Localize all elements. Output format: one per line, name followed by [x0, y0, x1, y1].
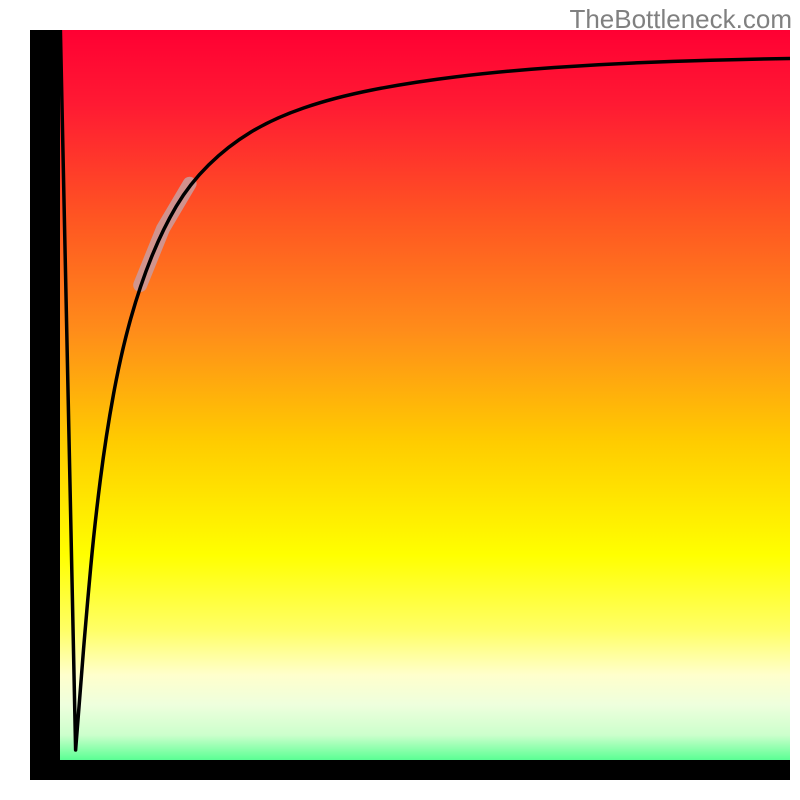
- x-axis: [30, 760, 790, 780]
- chart-curve-layer: [30, 30, 790, 780]
- chart-plot-area: [30, 30, 790, 780]
- bottleneck-curve: [60, 30, 790, 750]
- y-axis: [30, 30, 60, 780]
- watermark-text: TheBottleneck.com: [569, 4, 792, 35]
